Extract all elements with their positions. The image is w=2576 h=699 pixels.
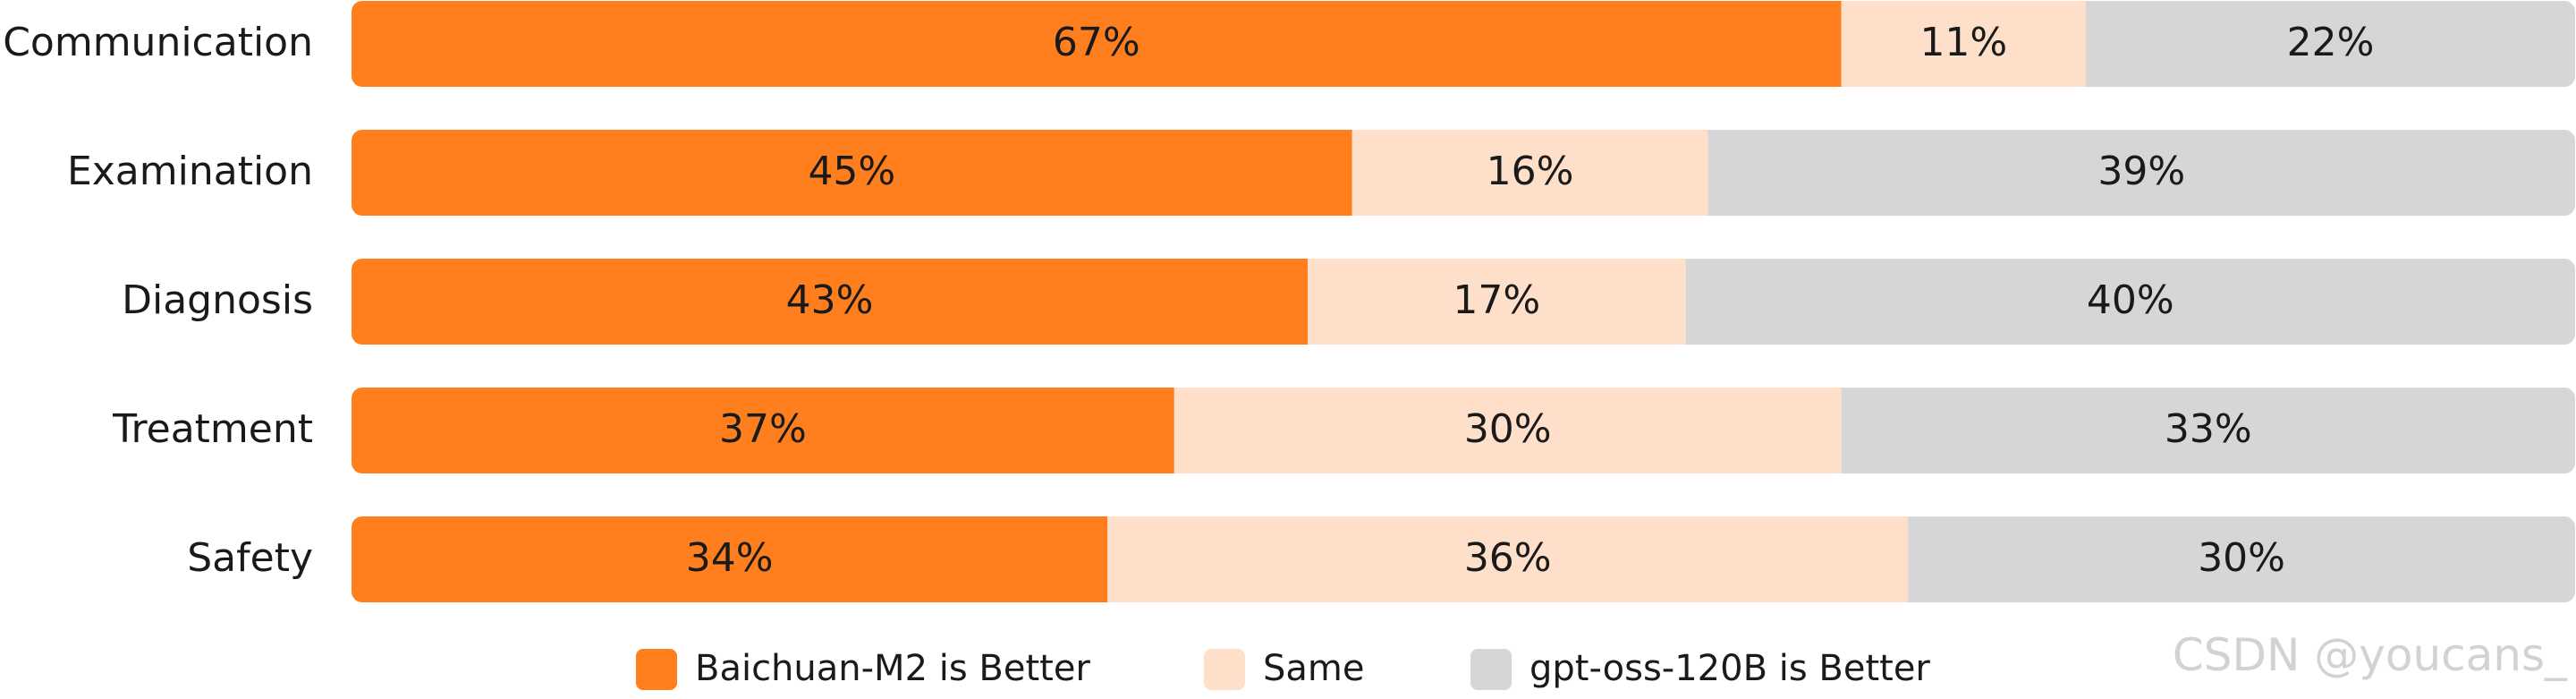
data-label-examination-same: 16% bbox=[1487, 149, 1574, 194]
legend-item-same: Same bbox=[1204, 648, 1364, 690]
bar-segment-safety-baichuan-m2-is-better bbox=[352, 516, 1108, 602]
bar-row-treatment: 37% 30% 33% bbox=[352, 388, 2575, 473]
bar-segment-treatment-gpt-oss-120b-is-better bbox=[1841, 388, 2575, 473]
legend-swatch-baichuan-m2-is-better bbox=[636, 649, 677, 690]
bar-segment-diagnosis-baichuan-m2-is-better bbox=[352, 259, 1308, 345]
legend-label-baichuan-m2-is-better: Baichuan-M2 is Better bbox=[695, 648, 1090, 689]
data-label-communication-same: 11% bbox=[1919, 20, 2007, 65]
data-label-safety-same: 36% bbox=[1464, 535, 1552, 581]
bar-segment-diagnosis-gpt-oss-120b-is-better bbox=[1685, 259, 2575, 345]
watermark-text: CSDN @youcans_ bbox=[2173, 629, 2568, 681]
data-label-treatment-baichuan-m2-is-better: 37% bbox=[719, 406, 807, 452]
data-label-diagnosis-same: 17% bbox=[1453, 277, 1540, 323]
data-label-communication-baichuan-m2-is-better: 67% bbox=[1053, 20, 1140, 65]
data-label-communication-gpt-oss-120b-is-better: 22% bbox=[2287, 20, 2375, 65]
bar-segment-treatment-baichuan-m2-is-better bbox=[352, 388, 1174, 473]
data-label-treatment-gpt-oss-120b-is-better: 33% bbox=[2165, 406, 2252, 452]
bar-segment-safety-gpt-oss-120b-is-better bbox=[1908, 516, 2575, 602]
bar-segment-communication-same bbox=[1841, 1, 2087, 87]
bar-segment-communication-baichuan-m2-is-better bbox=[352, 1, 1842, 87]
bars-layer: 67% 11% 22%45% 16% 39%43% 17% 40%37% 30% 33%34% 3… bbox=[352, 1, 2575, 602]
bar-segment-examination-same bbox=[1352, 130, 1708, 216]
data-label-examination-gpt-oss-120b-is-better: 39% bbox=[2097, 149, 2185, 194]
bar-segment-examination-gpt-oss-120b-is-better bbox=[1707, 130, 2575, 216]
category-label-safety: Safety bbox=[187, 535, 313, 581]
bar-row-examination: 45% 16% 39% bbox=[352, 130, 2575, 216]
bar-segment-treatment-same bbox=[1174, 388, 1842, 473]
data-label-diagnosis-baichuan-m2-is-better: 43% bbox=[786, 277, 874, 323]
data-label-examination-baichuan-m2-is-better: 45% bbox=[808, 149, 895, 194]
data-label-treatment-same: 30% bbox=[1464, 406, 1552, 452]
data-label-safety-baichuan-m2-is-better: 34% bbox=[686, 535, 774, 581]
bar-segment-safety-same bbox=[1107, 516, 1909, 602]
bar-row-safety: 34% 36% 30% bbox=[352, 516, 2575, 602]
legend-item-gpt-oss-120b-is-better: gpt-oss-120B is Better bbox=[1470, 648, 1930, 690]
category-label-treatment: Treatment bbox=[112, 406, 313, 452]
legend-swatch-gpt-oss-120b-is-better bbox=[1470, 649, 1512, 690]
category-label-communication: Communication bbox=[3, 20, 313, 65]
legend-swatch-same bbox=[1204, 649, 1245, 690]
bar-row-communication: 67% 11% 22% bbox=[352, 1, 2575, 87]
legend: Baichuan-M2 is Better Same gpt-oss-120B is… bbox=[636, 648, 1930, 690]
data-label-safety-gpt-oss-120b-is-better: 30% bbox=[2198, 535, 2285, 581]
bar-segment-communication-gpt-oss-120b-is-better bbox=[2086, 1, 2575, 87]
bar-row-diagnosis: 43% 17% 40% bbox=[352, 259, 2575, 345]
bar-segment-diagnosis-same bbox=[1307, 259, 1686, 345]
category-label-diagnosis: Diagnosis bbox=[122, 277, 313, 323]
legend-item-baichuan-m2-is-better: Baichuan-M2 is Better bbox=[636, 648, 1090, 690]
legend-label-same: Same bbox=[1263, 648, 1364, 689]
category-label-examination: Examination bbox=[67, 149, 313, 194]
data-label-diagnosis-gpt-oss-120b-is-better: 40% bbox=[2087, 277, 2174, 323]
legend-label-gpt-oss-120b-is-better: gpt-oss-120B is Better bbox=[1530, 648, 1930, 689]
category-labels: Communication Examination Diagnosis Treatme… bbox=[3, 20, 313, 581]
bar-segment-examination-baichuan-m2-is-better bbox=[352, 130, 1352, 216]
